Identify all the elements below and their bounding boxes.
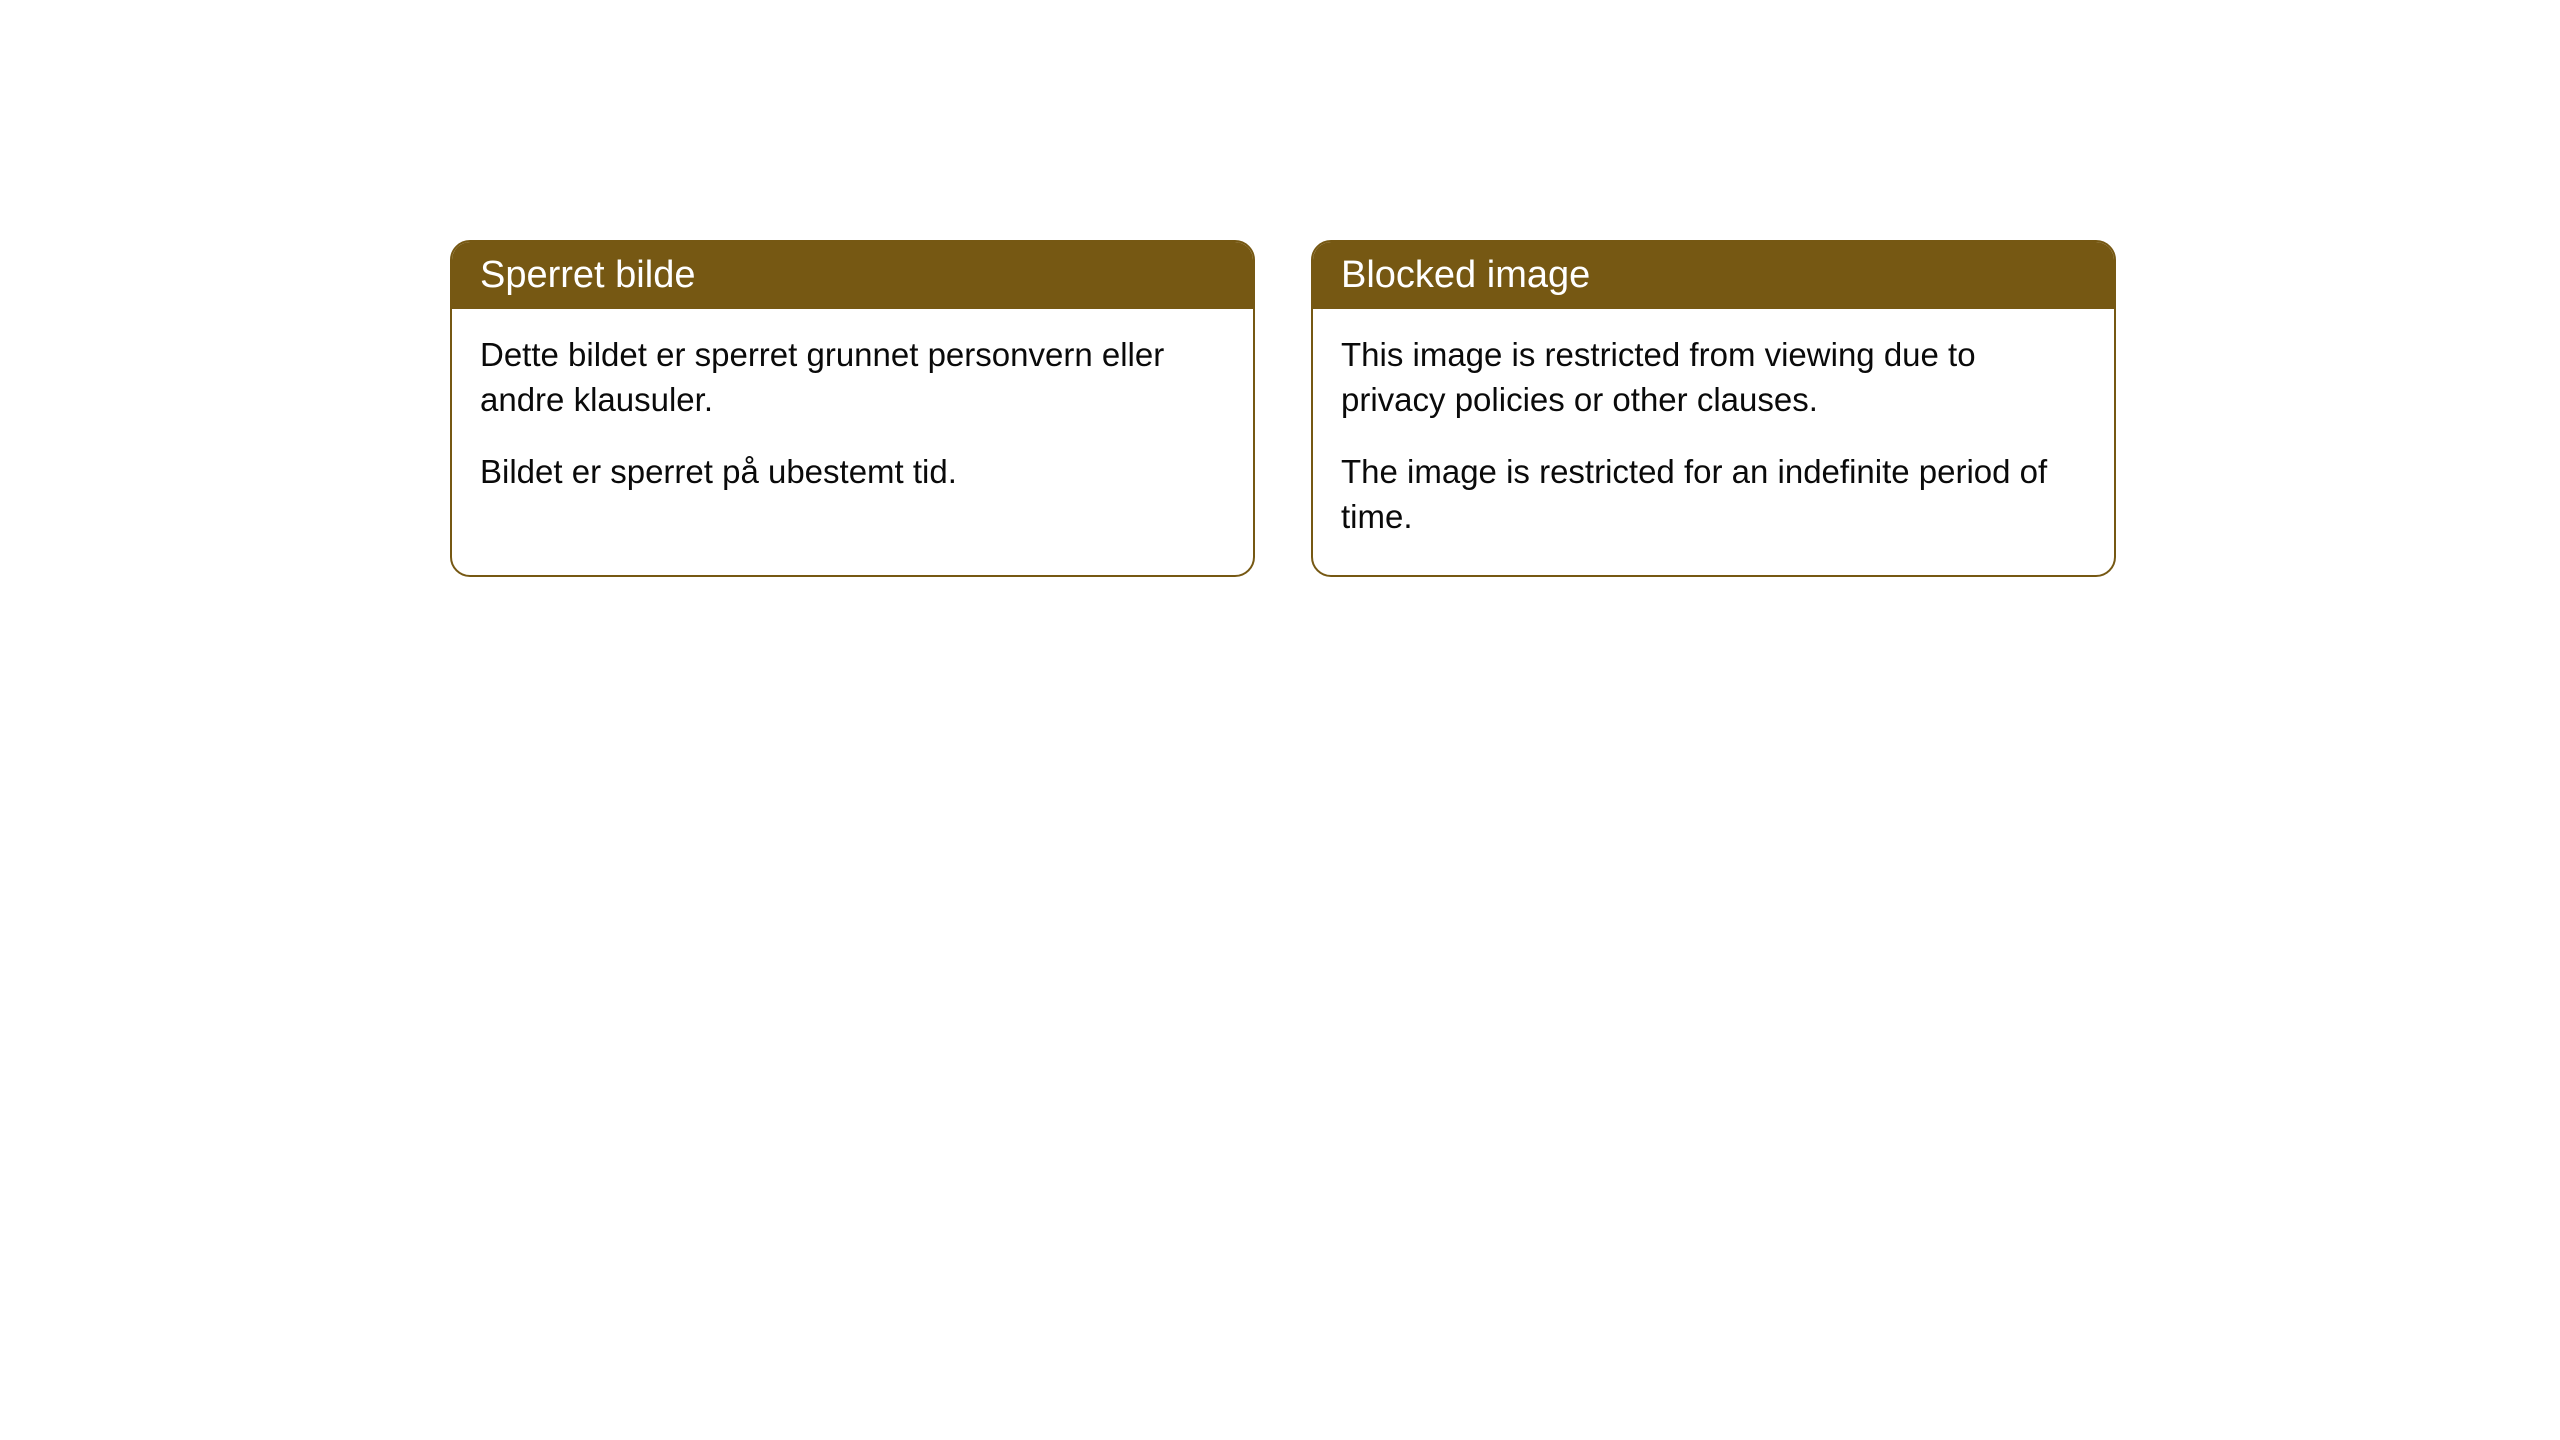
blocked-image-card-en: Blocked image This image is restricted f… [1311,240,2116,577]
blocked-image-card-no: Sperret bilde Dette bildet er sperret gr… [450,240,1255,577]
card-header-no: Sperret bilde [452,242,1253,309]
card-paragraph-no-2: Bildet er sperret på ubestemt tid. [480,450,1225,495]
card-paragraph-en-1: This image is restricted from viewing du… [1341,333,2086,422]
card-body-en: This image is restricted from viewing du… [1313,309,2114,575]
card-header-en: Blocked image [1313,242,2114,309]
notice-container: Sperret bilde Dette bildet er sperret gr… [450,240,2116,577]
card-paragraph-no-1: Dette bildet er sperret grunnet personve… [480,333,1225,422]
card-paragraph-en-2: The image is restricted for an indefinit… [1341,450,2086,539]
card-body-no: Dette bildet er sperret grunnet personve… [452,309,1253,531]
